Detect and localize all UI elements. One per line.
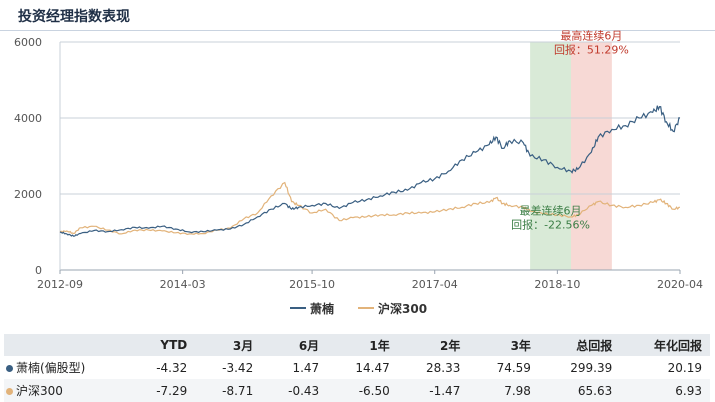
cell-ytd: -4.32: [156, 360, 188, 375]
cell-3y: 7.98: [504, 383, 531, 398]
cell-6m: 1.47: [292, 360, 320, 375]
highlight-band-0: [530, 42, 571, 270]
returns-table: YTD 3月 6月 1年 2年 3年 总回报 年化回报 萧楠(偏股型) -4.3…: [4, 334, 710, 402]
annotation-text: 最高连续6月: [560, 30, 622, 43]
header-3m: 3月: [232, 338, 254, 353]
legend-item-hs300[interactable]: 沪深300: [358, 300, 427, 317]
cell-3m: -3.42: [222, 360, 254, 375]
header-total-return: 总回报: [576, 338, 613, 353]
header-2y: 2年: [439, 338, 461, 353]
x-tick-label: 2017-04: [412, 278, 458, 291]
y-tick-label: 2000: [14, 188, 42, 201]
annotation-text: 最差连续6月: [520, 203, 582, 217]
cell-2y: -1.47: [429, 383, 461, 398]
y-tick-label: 6000: [14, 36, 42, 49]
table-row: 沪深300 -7.29 -8.71 -0.43 -6.50 -1.47 7.98…: [4, 379, 710, 402]
header-name: [4, 334, 129, 356]
header-annualized-return: 年化回报: [653, 338, 702, 353]
header-6m: 6月: [298, 338, 320, 353]
series-dot-icon: [6, 388, 13, 395]
row-name: 萧楠(偏股型): [16, 361, 86, 375]
x-tick-label: 2012-09: [37, 278, 83, 291]
x-tick-label: 2015-10: [289, 278, 335, 291]
legend-label-hs300: 沪深300: [378, 301, 428, 316]
x-tick-label: 2018-10: [534, 278, 580, 291]
cell-annualized-return: 6.93: [675, 383, 702, 398]
cell-3m: -8.71: [222, 383, 254, 398]
legend-item-xiaonan[interactable]: 萧楠: [290, 300, 334, 317]
header-ytd: YTD: [160, 338, 188, 352]
highlight-band-1: [570, 42, 612, 270]
cell-3y: 74.59: [496, 360, 531, 375]
series-line-xiaonan: [59, 105, 681, 237]
row-label: 萧楠(偏股型): [4, 356, 129, 379]
legend-swatch-xiaonan: [290, 307, 306, 309]
index-chart: 0 2000 4000 6000 2012-09 2014-03 2015-10 2017-0…: [14, 30, 703, 291]
row-name: 沪深300: [16, 384, 63, 398]
legend-swatch-hs300: [358, 307, 375, 309]
series-dot-icon: [6, 365, 13, 372]
chart-legend: 萧楠 沪深300: [290, 300, 445, 316]
title-bar: 投资经理指数表现: [0, 0, 715, 31]
x-tick-label: 2020-04: [657, 278, 703, 291]
cell-annualized-return: 20.19: [667, 360, 702, 375]
cell-total-return: 299.39: [570, 360, 613, 375]
cell-ytd: -7.29: [156, 383, 188, 398]
series-line-hs300: [59, 181, 680, 236]
cell-6m: -0.43: [288, 383, 320, 398]
annotation-text: 回报：-22.56%: [511, 217, 590, 231]
y-tick-label: 4000: [14, 112, 42, 125]
cell-total-return: 65.63: [577, 383, 613, 398]
y-tick-label: 0: [35, 264, 42, 277]
cell-1y: -6.50: [358, 383, 390, 398]
header-1y: 1年: [369, 338, 390, 353]
row-label: 沪深300: [4, 379, 129, 402]
annotation-text: 回报：51.29%: [554, 43, 629, 57]
legend-label-xiaonan: 萧楠: [310, 301, 335, 316]
cell-1y: 14.47: [355, 360, 390, 375]
table-header-row: YTD 3月 6月 1年 2年 3年 总回报 年化回报: [4, 334, 710, 356]
chart-title: 投资经理指数表现: [18, 9, 130, 25]
table-row: 萧楠(偏股型) -4.32 -3.42 1.47 14.47 28.33 74.…: [4, 356, 710, 379]
cell-2y: 28.33: [425, 360, 461, 375]
x-tick-label: 2014-03: [160, 278, 206, 291]
header-3y: 3年: [510, 338, 531, 353]
